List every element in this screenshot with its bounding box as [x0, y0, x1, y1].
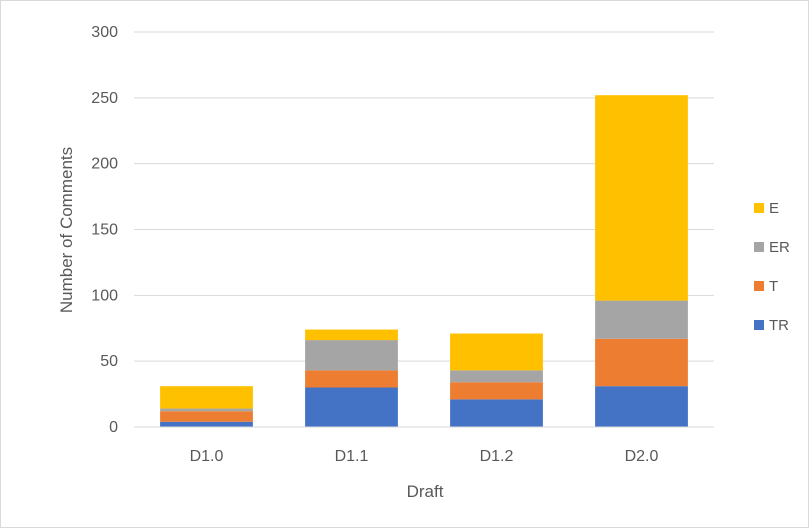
legend-swatch-e	[754, 203, 764, 213]
bar-segment-tr-d1-1	[305, 387, 398, 427]
legend-label-er: ER	[769, 239, 790, 256]
bar-segment-er-d1-2	[450, 370, 543, 383]
bar-segment-er-d2-0	[595, 300, 688, 339]
bar-segment-e-d1-1	[305, 329, 398, 341]
y-tick-label: 100	[91, 287, 118, 304]
y-tick-label: 0	[109, 419, 118, 436]
legend-label-t: T	[769, 278, 778, 295]
x-tick-labels: D1.0 D1.1 D1.2 D2.0	[190, 448, 659, 465]
bar-segment-er-d1-1	[305, 340, 398, 371]
legend-swatch-tr	[754, 320, 764, 330]
bar-segment-t-d1-1	[305, 370, 398, 388]
legend-swatch-t	[754, 281, 764, 291]
bar-segment-e-d1-2	[450, 333, 543, 371]
legend-swatch-er	[754, 242, 764, 252]
x-tick-label: D1.0	[190, 448, 224, 465]
bar-segment-t-d1-2	[450, 382, 543, 400]
bar-segment-tr-d1-2	[450, 399, 543, 427]
y-axis-title: Number of Comments	[57, 147, 76, 313]
bar-segment-tr-d2-0	[595, 386, 688, 427]
bar-segment-t-d1-0	[160, 411, 253, 422]
x-tick-label: D2.0	[625, 448, 659, 465]
x-axis-title: Draft	[407, 482, 444, 501]
bar-segment-tr-d1-0	[160, 421, 253, 427]
legend-label-tr: TR	[769, 317, 789, 334]
y-tick-label: 250	[91, 90, 118, 107]
y-tick-label: 200	[91, 156, 118, 173]
bar-segment-e-d1-0	[160, 386, 253, 409]
y-tick-label: 300	[91, 24, 118, 41]
x-tick-label: D1.2	[480, 448, 514, 465]
bar-segment-t-d2-0	[595, 338, 688, 387]
y-tick-label: 150	[91, 222, 118, 239]
bars	[160, 95, 688, 427]
x-tick-label: D1.1	[335, 448, 369, 465]
bar-segment-er-d1-0	[160, 408, 253, 412]
y-tick-labels: 0 50 100 150 200 250 300	[91, 24, 118, 436]
legend-label-e: E	[769, 200, 779, 217]
legend: E ER T TR	[754, 200, 790, 334]
y-tick-label: 50	[100, 353, 118, 370]
bar-segment-e-d2-0	[595, 95, 688, 301]
